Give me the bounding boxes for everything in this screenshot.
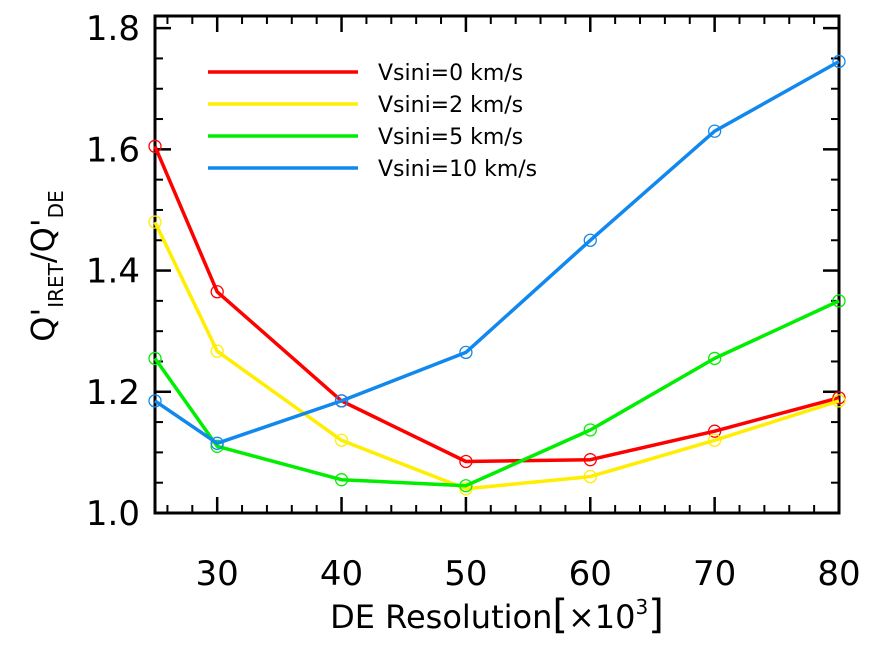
- y-tick-label: 1.6: [86, 130, 140, 170]
- series-1: [148, 215, 846, 496]
- legend-label: Vsini=5 km/s: [378, 125, 523, 150]
- x-axis-label-times: ×10: [568, 598, 636, 636]
- data-point: [707, 424, 722, 438]
- y-axis-label-sub2: DE: [44, 190, 68, 218]
- x-axis-label-text: DE Resolution: [330, 598, 552, 636]
- data-point: [148, 139, 162, 153]
- data-point: [459, 454, 473, 469]
- x-tick-label: 50: [444, 554, 487, 594]
- data-point: [707, 124, 722, 138]
- data-point: [459, 345, 473, 360]
- axis-ticks: 30 40 50 60 70 80 1.0 1.2 1.4 1.6 1.8: [86, 9, 861, 594]
- x-axis-label-exponent: 3: [636, 595, 649, 619]
- x-axis-label-bracket-open: [: [552, 592, 568, 638]
- legend-label: Vsini=2 km/s: [378, 93, 523, 118]
- data-point: [210, 439, 224, 453]
- y-axis-label-sub1: IRET: [44, 262, 68, 307]
- series-layer: [148, 54, 846, 496]
- series-3: [148, 54, 846, 450]
- x-tick-label: 80: [817, 554, 860, 594]
- legend: Vsini=0 km/s Vsini=2 km/s Vsini=5 km/s Vsin…: [208, 61, 537, 182]
- y-axis-label-slash: /: [24, 252, 62, 263]
- y-axis-label-q2: Q': [24, 218, 62, 252]
- data-point: [583, 423, 597, 437]
- y-tick-label: 1.8: [86, 9, 140, 49]
- x-tick-label: 60: [569, 554, 612, 594]
- x-tick-label: 40: [320, 554, 363, 594]
- data-point: [832, 394, 846, 408]
- data-point: [832, 54, 846, 69]
- data-point: [148, 351, 162, 366]
- legend-label: Vsini=10 km/s: [378, 157, 537, 182]
- series-line: [154, 59, 840, 446]
- data-point: [832, 391, 846, 405]
- legend-label: Vsini=0 km/s: [378, 61, 523, 86]
- data-point: [210, 344, 224, 358]
- series-line: [153, 145, 840, 464]
- data-point: [707, 351, 722, 366]
- data-point: [707, 433, 722, 447]
- y-tick-label: 1.0: [86, 494, 140, 534]
- data-point: [583, 453, 597, 467]
- data-point: [148, 394, 162, 408]
- data-point: [334, 473, 349, 487]
- series-line: [153, 299, 840, 488]
- x-axis-label-bracket-close: ]: [648, 592, 664, 638]
- data-point: [583, 469, 597, 484]
- series-line: [153, 221, 840, 491]
- series-2: [148, 294, 846, 493]
- plot-frame: [153, 14, 841, 515]
- y-tick-label: 1.2: [86, 373, 140, 413]
- y-tick-label: 1.4: [86, 252, 140, 292]
- x-tick-label: 70: [693, 554, 736, 594]
- y-axis-label-q1: Q': [24, 308, 62, 342]
- data-point: [459, 479, 473, 493]
- data-point: [583, 233, 597, 247]
- y-axis-label: Q'IRET/Q'DE: [24, 190, 68, 341]
- data-point: [148, 215, 162, 229]
- series-0: [148, 139, 846, 469]
- data-point: [210, 436, 224, 450]
- x-axis-label: DE Resolution[×103]: [330, 592, 664, 638]
- x-tick-label: 30: [196, 554, 239, 594]
- data-point: [334, 433, 349, 447]
- data-point: [334, 394, 349, 408]
- data-point: [459, 482, 473, 496]
- data-point: [210, 285, 224, 299]
- data-point: [832, 294, 846, 308]
